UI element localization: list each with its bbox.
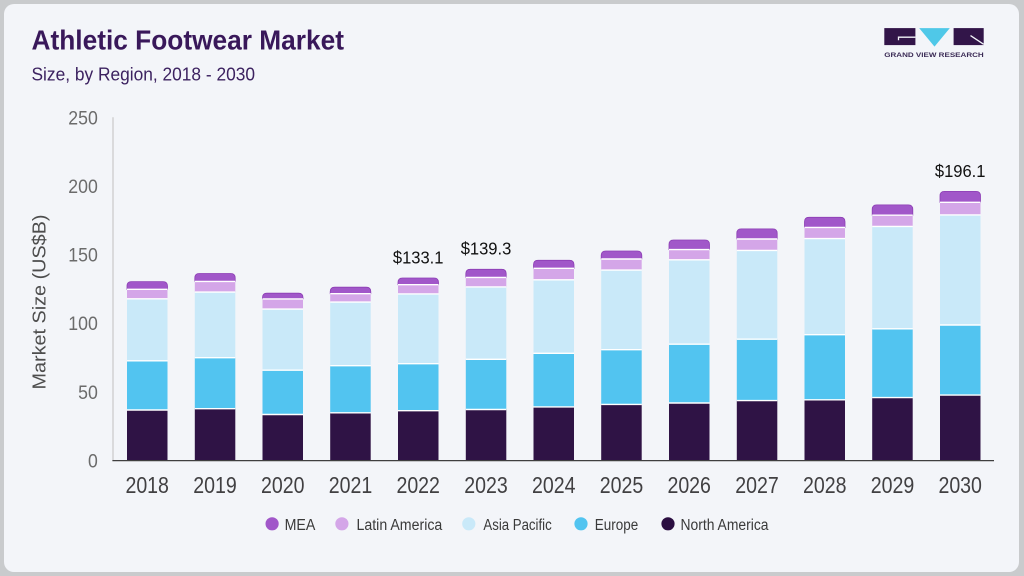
svg-text:Athletic Footwear Market: Athletic Footwear Market	[32, 25, 345, 56]
svg-text:2024: 2024	[532, 472, 576, 498]
svg-text:100: 100	[68, 314, 98, 335]
svg-text:Asia Pacific: Asia Pacific	[483, 517, 552, 534]
svg-text:2018: 2018	[125, 472, 169, 498]
svg-text:Europe: Europe	[595, 517, 638, 534]
svg-text:200: 200	[68, 177, 98, 198]
svg-text:2021: 2021	[329, 472, 373, 498]
svg-text:2027: 2027	[735, 472, 779, 498]
svg-text:2023: 2023	[464, 472, 508, 498]
svg-text:Latin America: Latin America	[357, 517, 443, 534]
svg-text:250: 250	[68, 108, 98, 129]
svg-text:150: 150	[68, 246, 98, 267]
svg-text:2020: 2020	[261, 472, 305, 498]
svg-text:North America: North America	[681, 517, 769, 534]
svg-text:0: 0	[88, 452, 98, 473]
svg-text:GRAND VIEW RESEARCH: GRAND VIEW RESEARCH	[884, 52, 984, 59]
svg-text:Size, by Region, 2018 - 2030: Size, by Region, 2018 - 2030	[32, 64, 256, 85]
svg-text:2025: 2025	[600, 472, 644, 498]
svg-text:MEA: MEA	[285, 517, 317, 534]
svg-text:50: 50	[78, 383, 98, 404]
svg-text:2019: 2019	[193, 472, 237, 498]
svg-text:2030: 2030	[938, 472, 982, 498]
svg-text:$133.1: $133.1	[393, 247, 444, 267]
svg-text:2029: 2029	[871, 472, 915, 498]
svg-text:2022: 2022	[396, 472, 440, 498]
svg-text:$139.3: $139.3	[461, 239, 512, 259]
svg-text:$196.1: $196.1	[935, 161, 986, 181]
svg-text:Market Size (US$B): Market Size (US$B)	[28, 215, 49, 390]
svg-text:2028: 2028	[803, 472, 847, 498]
svg-text:2026: 2026	[667, 472, 711, 498]
